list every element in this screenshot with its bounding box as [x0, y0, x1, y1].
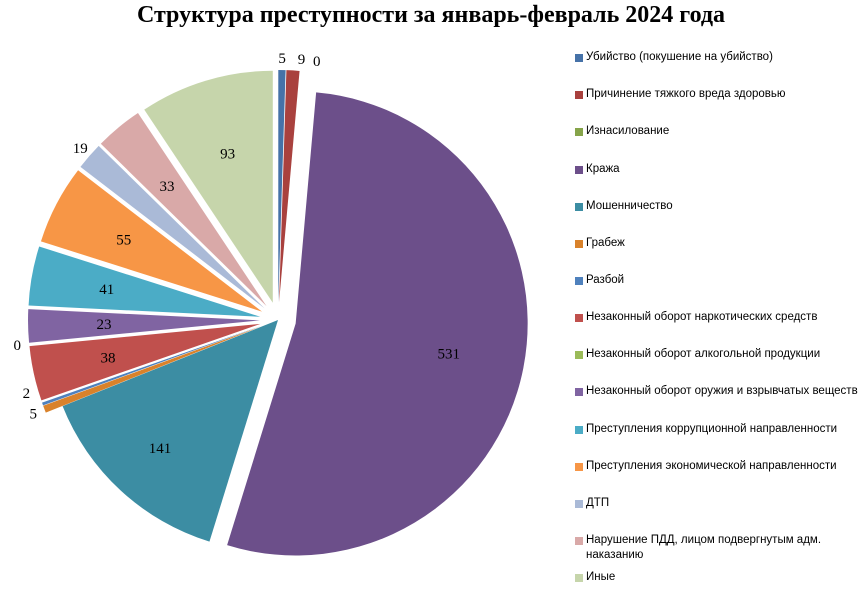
- legend-label: Грабеж: [586, 237, 625, 249]
- legend-item: Мошенничество: [575, 199, 861, 214]
- legend-swatch: [575, 277, 583, 285]
- legend-item: Убийство (покушение на убийство): [575, 50, 861, 65]
- legend-label: Незаконный оборот оружия и взрывчатых ве…: [586, 385, 858, 397]
- legend-swatch: [575, 240, 583, 248]
- pie-slice: [100, 113, 267, 307]
- pie-slice: [80, 145, 265, 309]
- legend-item: Изнасилование: [575, 124, 861, 139]
- legend-item: Преступления экономической направленност…: [575, 459, 861, 474]
- legend-label: Незаконный оборот наркотических средств: [586, 311, 818, 323]
- data-label: 5: [278, 51, 286, 67]
- pie-slice: [144, 70, 273, 303]
- pie-slice: [227, 92, 528, 556]
- legend-label: Преступления коррупционной направленност…: [586, 423, 838, 435]
- pie-slice: [29, 323, 261, 401]
- data-label: 141: [149, 441, 172, 457]
- data-label: 531: [437, 347, 460, 363]
- data-label: 38: [101, 350, 116, 366]
- data-label: 19: [73, 141, 88, 157]
- legend-swatch: [575, 91, 583, 99]
- data-label: 5: [29, 406, 37, 422]
- legend-label: Убийство (покушение на убийство): [586, 51, 773, 63]
- legend-swatch: [575, 314, 583, 322]
- legend-swatch: [575, 537, 583, 545]
- pie-slice: [28, 246, 261, 317]
- chart-title: Структура преступности за январь-февраль…: [136, 2, 726, 28]
- pie-slice: [40, 170, 263, 312]
- legend-item: Незаконный оборот алкогольной продукции: [575, 347, 861, 362]
- data-label: 93: [220, 146, 235, 162]
- legend-item: Иные: [575, 570, 861, 585]
- legend-swatch: [575, 128, 583, 136]
- legend-item: Незаконный оборот наркотических средств: [575, 310, 861, 325]
- legend-swatch: [575, 388, 583, 396]
- legend-label: ДТП: [586, 497, 610, 509]
- legend-label: Нарушение ПДД, лицом подвергнутым адм. н…: [586, 534, 822, 561]
- data-label: 0: [313, 54, 321, 70]
- legend-label: Кража: [586, 163, 620, 175]
- legend-swatch: [575, 426, 583, 434]
- pie-slice: [28, 309, 261, 343]
- data-label: 9: [298, 52, 306, 68]
- legend-item: Грабеж: [575, 236, 861, 251]
- legend-item: Причинение тяжкого вреда здоровью: [575, 87, 861, 102]
- legend-item: Незаконный оборот оружия и взрывчатых ве…: [575, 384, 861, 399]
- data-label: 41: [99, 282, 114, 298]
- legend-swatch: [575, 463, 583, 471]
- legend-item: Нарушение ПДД, лицом подвергнутым адм. н…: [575, 533, 861, 563]
- legend-label: Иные: [586, 571, 616, 583]
- data-label: 2: [23, 386, 31, 402]
- legend-swatch: [575, 203, 583, 211]
- data-label: 0: [13, 338, 21, 354]
- legend-item: Преступления коррупционной направленност…: [575, 422, 861, 437]
- legend-swatch: [575, 574, 583, 582]
- legend-item: ДТП: [575, 496, 861, 511]
- pie-slice: [62, 320, 278, 542]
- legend-item: Кража: [575, 162, 861, 177]
- legend-swatch: [575, 500, 583, 508]
- pie-slice: [279, 70, 300, 303]
- legend-swatch: [575, 54, 583, 62]
- pie-slice: [43, 326, 262, 413]
- legend-label: Разбой: [586, 274, 625, 286]
- legend-label: Причинение тяжкого вреда здоровью: [586, 88, 786, 100]
- pie-slice: [278, 70, 286, 303]
- legend-label: Изнасилование: [586, 125, 670, 137]
- legend-item: Разбой: [575, 273, 861, 288]
- data-label: 55: [116, 232, 131, 248]
- data-label: 23: [97, 317, 112, 333]
- legend-swatch: [575, 351, 583, 359]
- data-label: 33: [160, 179, 175, 195]
- pie-slice: [42, 326, 262, 406]
- legend-label: Незаконный оборот алкогольной продукции: [586, 348, 821, 360]
- legend-label: Мошенничество: [586, 200, 673, 212]
- legend-swatch: [575, 166, 583, 174]
- legend-label: Преступления экономической направленност…: [586, 460, 837, 472]
